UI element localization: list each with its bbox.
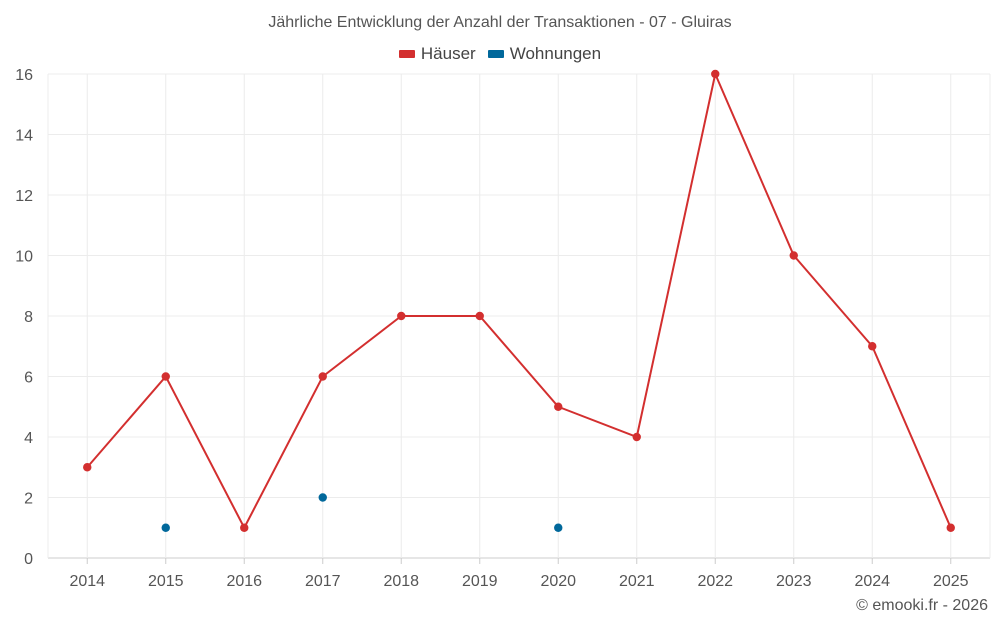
legend-label-wohnungen: Wohnungen [509,44,602,63]
x-tick-label: 2015 [148,573,184,590]
y-tick-label: 14 [15,128,33,145]
data-point-wohnungen [161,523,170,532]
data-point-haeuser [946,523,955,532]
legend-swatch-wohnungen [487,50,504,58]
y-tick-label: 12 [15,188,33,205]
chart-title: Jährliche Entwicklung der Anzahl der Tra… [268,14,732,31]
data-point-haeuser [318,372,327,381]
series-line-haeuser [86,73,952,529]
x-tick-label: 2018 [383,573,419,590]
data-point-haeuser [789,251,798,260]
y-tick-label: 2 [24,491,33,508]
y-tick-label: 6 [24,370,33,387]
legend-swatch-haeuser [398,50,415,58]
data-point-haeuser [868,342,877,351]
data-point-haeuser [240,523,249,532]
data-point-wohnungen [318,493,327,502]
data-point-haeuser [632,432,641,442]
x-tick-label: 2022 [697,573,733,590]
y-tick-label: 8 [24,309,33,326]
y-tick-label: 4 [24,430,33,447]
x-tick-label: 2023 [776,573,812,590]
y-tick-label: 0 [24,551,33,568]
data-point-haeuser [475,311,484,321]
legend-item-wohnungen[interactable]: Wohnungen [487,44,602,64]
x-tick-label: 2019 [462,573,498,590]
x-tick-label: 2014 [69,573,105,590]
data-point-haeuser [161,372,170,381]
x-tick-label: 2016 [226,573,262,590]
legend-label-haeuser: Häuser [420,44,476,63]
x-tick-label: 2017 [305,573,341,590]
data-point-haeuser [554,402,563,411]
data-point-haeuser [711,69,720,79]
x-tick-label: 2024 [854,573,890,590]
x-tick-label: 2025 [933,573,969,590]
data-point-haeuser [83,463,92,472]
copyright-footer: © emooki.fr - 2026 [856,597,988,614]
data-point-wohnungen [554,523,563,532]
x-tick-label: 2020 [540,573,576,590]
legend: Häuser Wohnungen [0,44,1000,64]
y-tick-label: 16 [15,67,33,84]
data-point-haeuser [397,311,406,321]
legend-item-haeuser[interactable]: Häuser [398,44,476,64]
y-tick-label: 10 [15,249,33,266]
x-tick-label: 2021 [619,573,655,590]
